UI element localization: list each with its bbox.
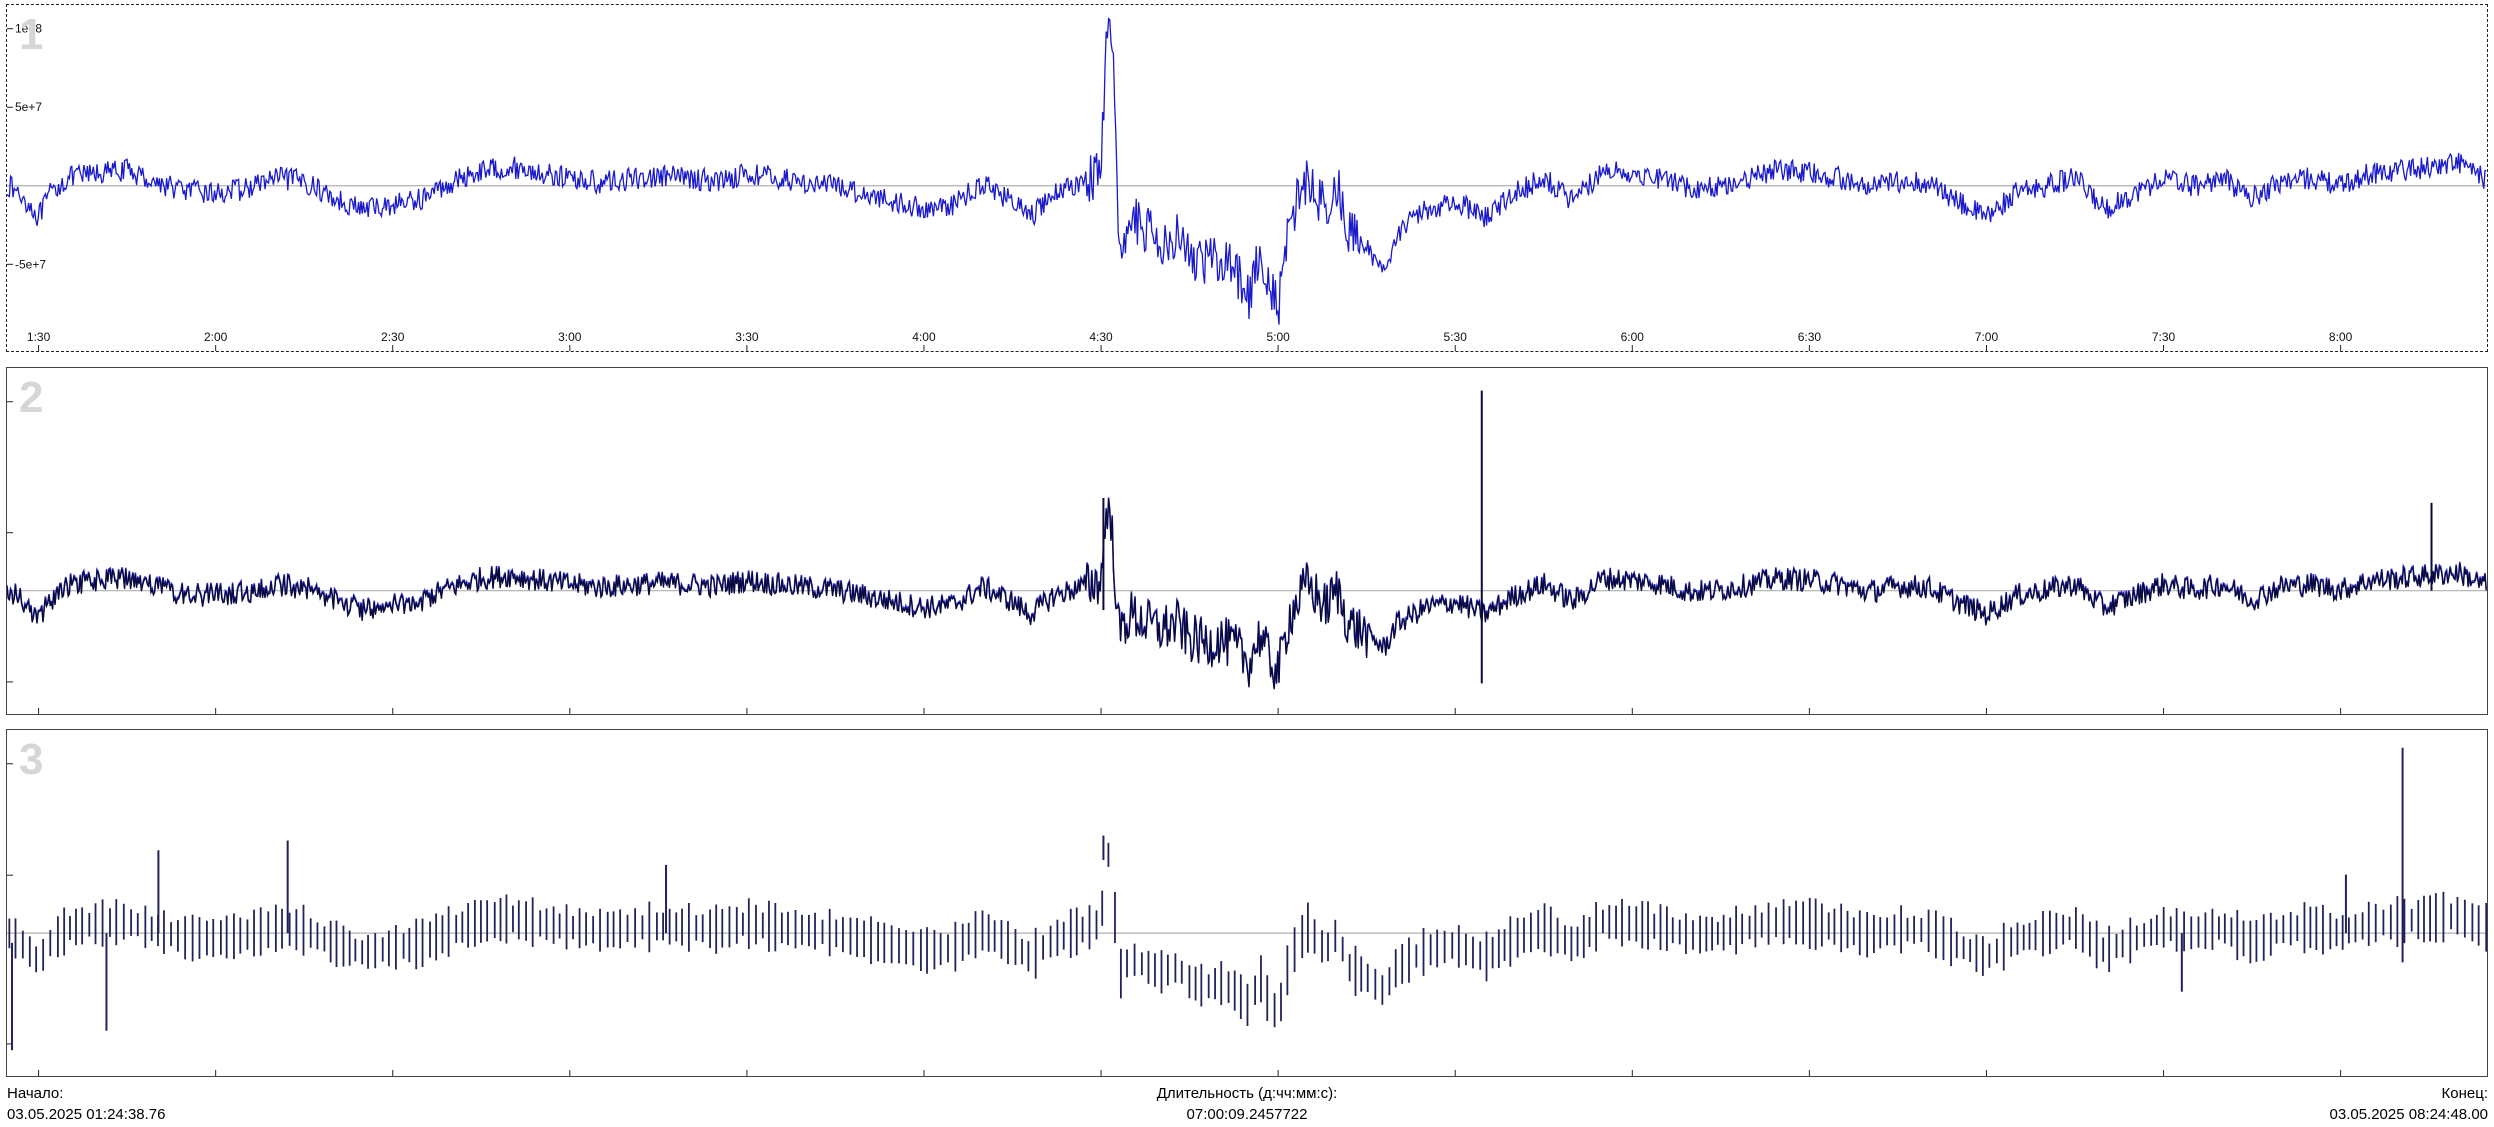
y-tick-label-1: 5e+7	[15, 100, 42, 114]
x-tick-label-5: 4:00	[912, 330, 936, 344]
x-tick-label-4: 3:30	[735, 330, 759, 344]
end-label: Конец:	[2441, 1085, 2488, 1102]
end-value: 03.05.2025 08:24:48.00	[2329, 1106, 2488, 1123]
start-info: Начало: 03.05.2025 01:24:38.76	[7, 1083, 165, 1125]
duration-label: Длительность (д:чч:мм:с):	[1156, 1085, 1338, 1102]
start-label: Начало:	[7, 1085, 64, 1102]
panel-number-2: 2	[19, 373, 44, 422]
chart-1-svg[interactable]: 1e+8 5e+7 -5e+7 1:30 2:00 2:30 3:00 3:30 4:00 4:3…	[7, 5, 2487, 351]
panel-1[interactable]: 1e+8 5e+7 -5e+7 1:30 2:00 2:30 3:00 3:30 4:00 4:3…	[6, 4, 2488, 352]
x-tick-label-1: 2:00	[204, 330, 228, 344]
x-tick-label-10: 6:30	[1798, 330, 1822, 344]
x-tick-label-6: 4:30	[1089, 330, 1113, 344]
panel-number-3: 3	[19, 735, 44, 784]
x-tick-label-7: 5:00	[1266, 330, 1290, 344]
x-tick-label-3: 3:00	[558, 330, 582, 344]
end-info: Конец: 03.05.2025 08:24:48.00	[2330, 1083, 2488, 1125]
x-tick-label-13: 8:00	[2329, 330, 2353, 344]
series-line-2	[7, 498, 2487, 690]
chart-2-svg[interactable]	[7, 368, 2487, 714]
chart-3-svg[interactable]	[7, 730, 2487, 1076]
x-tick-label-2: 2:30	[381, 330, 405, 344]
duration-info: Длительность (д:чч:мм:с): 07:00:09.24577…	[0, 1083, 2494, 1125]
panel-3[interactable]: 3	[6, 729, 2488, 1077]
start-value: 03.05.2025 01:24:38.76	[7, 1106, 166, 1123]
x-tick-label-12: 7:30	[2152, 330, 2176, 344]
x-tick-label-11: 7:00	[1975, 330, 1999, 344]
duration-value: 07:00:09.2457722	[1186, 1106, 1308, 1123]
series-line-1	[7, 17, 2487, 325]
panel-2[interactable]: 2	[6, 367, 2488, 715]
x-tick-label-9: 6:00	[1621, 330, 1645, 344]
panel-number-1: 1	[19, 10, 44, 59]
x-tick-label-8: 5:30	[1444, 330, 1468, 344]
y-tick-label-2: -5e+7	[15, 257, 46, 271]
y-tick-label-0: 1e+8	[15, 22, 42, 36]
x-tick-label-0: 1:30	[27, 330, 51, 344]
